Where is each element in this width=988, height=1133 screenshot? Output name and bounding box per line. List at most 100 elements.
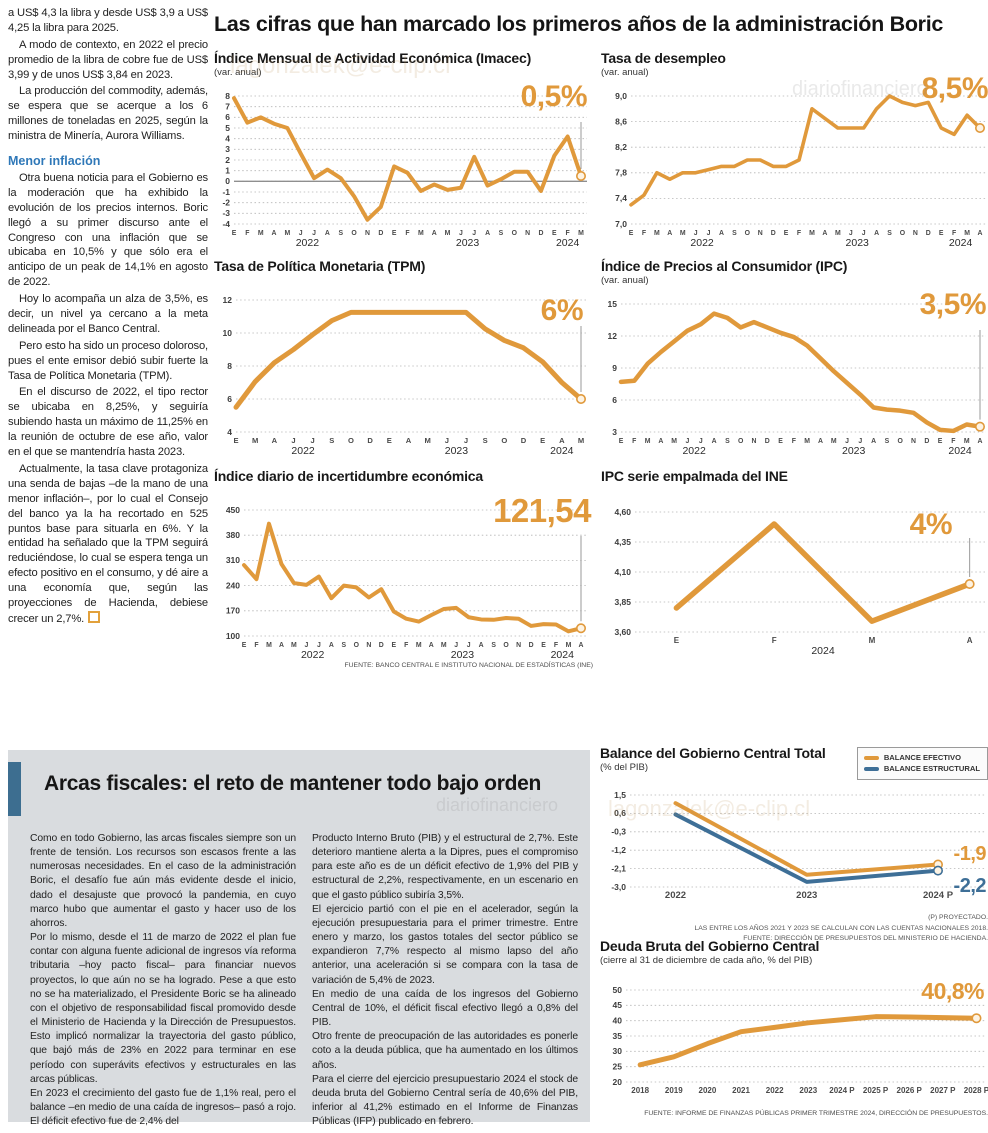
chart-imacec: Índice Mensual de Actividad Económica (I… — [214, 50, 593, 254]
svg-text:F: F — [254, 642, 258, 649]
fiscal-paragraph: En medio de una caída de los ingresos de… — [312, 988, 578, 1029]
balance-estructural-value: -2,2 — [953, 875, 987, 897]
svg-text:2024 P: 2024 P — [829, 1086, 855, 1095]
svg-text:2023: 2023 — [846, 237, 870, 248]
svg-text:0: 0 — [225, 176, 230, 186]
svg-text:M: M — [671, 438, 677, 445]
fiscal-column-1: Como en todo Gobierno, las arcas fiscale… — [30, 832, 296, 1129]
svg-text:M: M — [252, 436, 258, 445]
svg-text:450: 450 — [226, 505, 240, 515]
svg-text:8: 8 — [225, 91, 230, 101]
svg-text:E: E — [552, 230, 557, 237]
svg-text:2024: 2024 — [949, 237, 973, 248]
svg-text:E: E — [391, 642, 396, 649]
svg-text:J: J — [317, 642, 321, 649]
fiscal-article-panel: Arcas fiscales: el reto de mantener todo… — [8, 750, 590, 1127]
svg-text:O: O — [501, 436, 507, 445]
svg-text:2022: 2022 — [766, 1086, 784, 1095]
svg-text:2024 P: 2024 P — [923, 890, 954, 901]
svg-text:N: N — [751, 438, 756, 445]
svg-text:J: J — [445, 436, 449, 445]
svg-text:20: 20 — [613, 1077, 623, 1087]
article-paragraph: Pero esto ha sido un proceso doloroso, p… — [8, 339, 208, 382]
svg-text:2021: 2021 — [732, 1086, 750, 1095]
svg-text:3,60: 3,60 — [614, 627, 631, 637]
note-line: (P) PROYECTADO. — [928, 914, 988, 921]
svg-text:J: J — [849, 230, 853, 237]
svg-text:9: 9 — [612, 363, 617, 373]
svg-text:2023: 2023 — [445, 445, 469, 456]
svg-text:M: M — [578, 230, 584, 237]
chart-incertidumbre: Índice diario de incertidumbre económica… — [214, 468, 593, 678]
svg-text:7,0: 7,0 — [615, 219, 627, 229]
fiscal-paragraph: El ejercicio partió con el pie en el ace… — [312, 903, 578, 986]
svg-text:A: A — [818, 438, 823, 445]
svg-text:3: 3 — [612, 427, 617, 437]
svg-text:240: 240 — [226, 580, 240, 590]
svg-text:E: E — [232, 230, 237, 237]
legend-swatch-blue — [863, 767, 879, 772]
balance-legend: BALANCE EFECTIVO BALANCE ESTRUCTURAL — [856, 747, 988, 780]
chart-ipc-empalmada: IPC serie empalmada del INE 4% 4,60 4,35 4… — [601, 468, 988, 678]
svg-text:N: N — [525, 230, 530, 237]
svg-text:D: D — [538, 230, 543, 237]
svg-text:2024: 2024 — [551, 649, 575, 660]
svg-text:E: E — [541, 642, 546, 649]
svg-text:M: M — [291, 642, 297, 649]
note-line: LAS ENTRE LOS AÑOS 2021 Y 2023 SE CALCUL… — [694, 924, 988, 932]
ipc-empalmada-chart-svg: 4,60 4,35 4,10 3,85 3,60 E F M A 2024 — [614, 507, 986, 656]
svg-text:2022: 2022 — [665, 890, 686, 901]
svg-text:F: F — [952, 230, 956, 237]
svg-text:-2,1: -2,1 — [611, 863, 626, 873]
svg-text:J: J — [291, 436, 295, 445]
svg-text:A: A — [406, 436, 412, 445]
article-paragraph: a US$ 4,3 la libra y desde US$ 3,9 a US$… — [8, 7, 208, 34]
svg-text:6: 6 — [612, 395, 617, 405]
svg-text:S: S — [725, 438, 730, 445]
svg-text:N: N — [758, 230, 763, 237]
svg-text:E: E — [242, 642, 247, 649]
svg-text:2022: 2022 — [301, 649, 325, 660]
svg-text:D: D — [379, 642, 384, 649]
svg-text:-1: -1 — [222, 187, 230, 197]
svg-text:M: M — [804, 438, 810, 445]
chart-subtitle: (var. anual) — [214, 67, 262, 78]
svg-text:A: A — [871, 438, 876, 445]
chart-title: Balance del Gobierno Central Total — [600, 745, 826, 761]
svg-text:D: D — [367, 436, 373, 445]
svg-text:A: A — [978, 230, 983, 237]
desempleo-chart-svg: 9,08,68,27,87,47,0E F M A M J J A S O N D E F M A M J J A S O… — [615, 91, 986, 248]
svg-text:M: M — [258, 230, 264, 237]
chart-deuda-bruta: Deuda Bruta del Gobierno Central (cierre… — [600, 938, 988, 1133]
svg-text:E: E — [629, 230, 634, 237]
svg-text:O: O — [354, 642, 360, 649]
svg-text:2024: 2024 — [948, 445, 972, 456]
svg-text:A: A — [432, 230, 437, 237]
fiscal-paragraph: Para el cierre del ejercicio presupuesta… — [312, 1073, 578, 1128]
source-note: FUENTE: BANCO CENTRAL E INSTITUTO NACION… — [344, 662, 594, 669]
svg-text:M: M — [578, 436, 584, 445]
svg-text:S: S — [342, 642, 347, 649]
svg-text:J: J — [467, 642, 471, 649]
balance-efectivo-value: -1,9 — [953, 843, 987, 865]
svg-text:J: J — [862, 230, 866, 237]
legend-swatch-orange — [863, 755, 879, 760]
fiscal-paragraph: Como en todo Gobierno, las arcas fiscale… — [30, 833, 296, 929]
svg-text:2024: 2024 — [811, 645, 835, 656]
svg-text:A: A — [485, 230, 490, 237]
article-end-marker — [88, 610, 101, 623]
svg-text:F: F — [245, 230, 249, 237]
left-article-column: a US$ 4,3 la libra y desde US$ 3,9 a US$… — [8, 6, 208, 629]
svg-text:15: 15 — [608, 299, 618, 309]
svg-text:J: J — [311, 436, 315, 445]
svg-text:40: 40 — [613, 1015, 623, 1025]
svg-text:4,10: 4,10 — [614, 567, 631, 577]
svg-text:8: 8 — [227, 361, 232, 371]
svg-text:3,85: 3,85 — [614, 597, 631, 607]
svg-text:J: J — [707, 230, 711, 237]
balance-chart-svg: 1,5 0,6 -0,3 -1,2 -2,1 -3,0 2022 2023 2024 P — [611, 790, 986, 901]
svg-text:380: 380 — [226, 530, 240, 540]
svg-text:O: O — [745, 230, 751, 237]
svg-text:F: F — [792, 438, 796, 445]
